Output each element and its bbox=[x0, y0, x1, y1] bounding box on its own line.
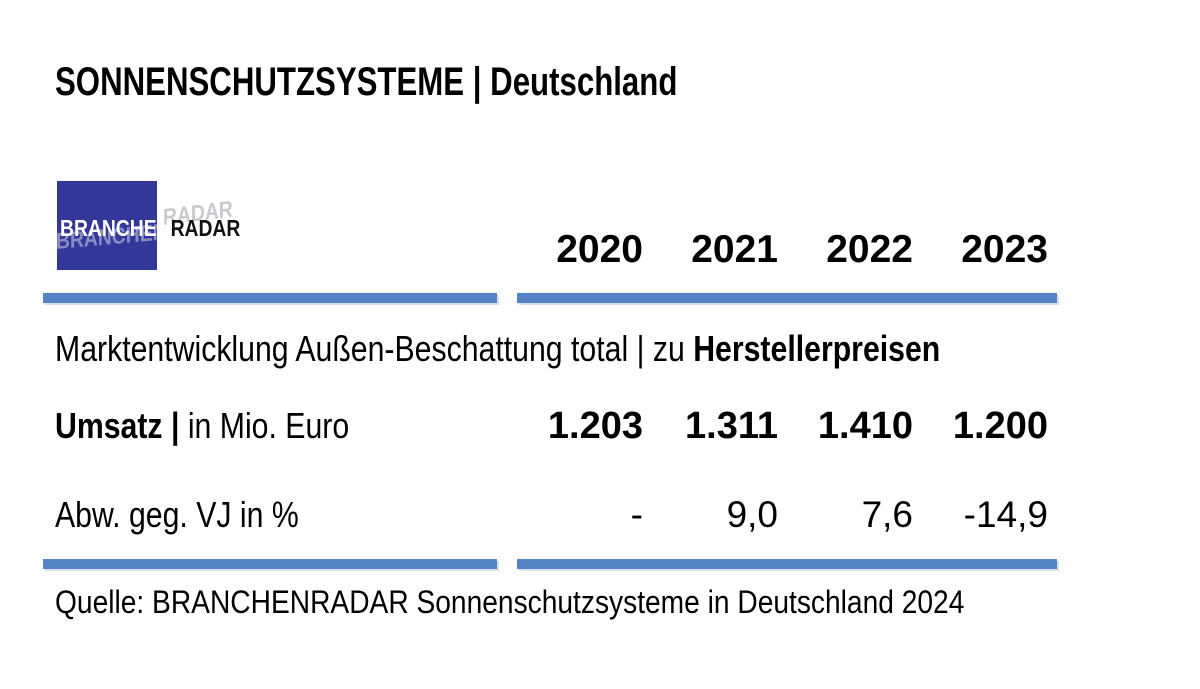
source-text: Quelle: BRANCHENRADAR Sonnenschutzsystem… bbox=[55, 584, 965, 620]
logo-text-radar: RADAR bbox=[170, 215, 241, 241]
year-header-row: 2020 2021 2022 2023 bbox=[43, 228, 1057, 273]
umsatz-value-2022: 1.410 bbox=[817, 405, 913, 447]
abw-value-2022: 7,6 bbox=[861, 494, 913, 535]
logo-text-branchen: BRANCHEN bbox=[60, 215, 171, 241]
umsatz-label-regular: in Mio. Euro bbox=[179, 405, 350, 446]
umsatz-value-2023: 1.200 bbox=[952, 405, 1048, 447]
page-title-text: SONNENSCHUTZSYSTEME | Deutschland bbox=[55, 60, 678, 104]
year-header-2021: 2021 bbox=[691, 228, 778, 271]
section-label: Marktentwicklung Außen-Beschattung total… bbox=[43, 328, 1057, 369]
umsatz-value-2020: 1.203 bbox=[547, 405, 643, 447]
section-label-bold: Herstellerpreisen bbox=[693, 328, 941, 369]
abw-row: Abw. geg. VJ in % - 9,0 7,6 -14,9 bbox=[43, 494, 1057, 537]
umsatz-row: Umsatz | in Mio. Euro 1.203 1.311 1.410 … bbox=[43, 405, 1057, 449]
abw-value-2021: 9,0 bbox=[726, 494, 778, 535]
page-title: SONNENSCHUTZSYSTEME | Deutschland bbox=[55, 62, 853, 102]
bottom-rule-left-segment bbox=[43, 559, 497, 569]
year-header-2020: 2020 bbox=[556, 228, 643, 271]
abw-value-2020: - bbox=[630, 494, 643, 535]
section-label-regular: Marktentwicklung Außen-Beschattung total… bbox=[55, 328, 694, 369]
bottom-rule-right-segment bbox=[517, 559, 1057, 569]
abw-label-text: Abw. geg. VJ in % bbox=[55, 494, 299, 535]
source-line: Quelle: BRANCHENRADAR Sonnenschutzsystem… bbox=[55, 584, 1088, 620]
top-rule-left-segment bbox=[43, 293, 497, 303]
umsatz-label: Umsatz | in Mio. Euro bbox=[43, 405, 517, 446]
top-rule-right-segment bbox=[517, 293, 1057, 303]
logo-blue-square bbox=[57, 181, 157, 270]
umsatz-label-bold: Umsatz | bbox=[55, 405, 180, 446]
abw-label: Abw. geg. VJ in % bbox=[43, 494, 517, 535]
abw-value-2023: -14,9 bbox=[963, 494, 1048, 535]
year-header-2022: 2022 bbox=[826, 228, 913, 271]
umsatz-value-2021: 1.311 bbox=[685, 405, 778, 447]
logo-wordmark: BRANCHENRADAR bbox=[60, 217, 275, 240]
year-header-2023: 2023 bbox=[961, 228, 1048, 271]
section-row: Marktentwicklung Außen-Beschattung total… bbox=[43, 328, 1057, 369]
